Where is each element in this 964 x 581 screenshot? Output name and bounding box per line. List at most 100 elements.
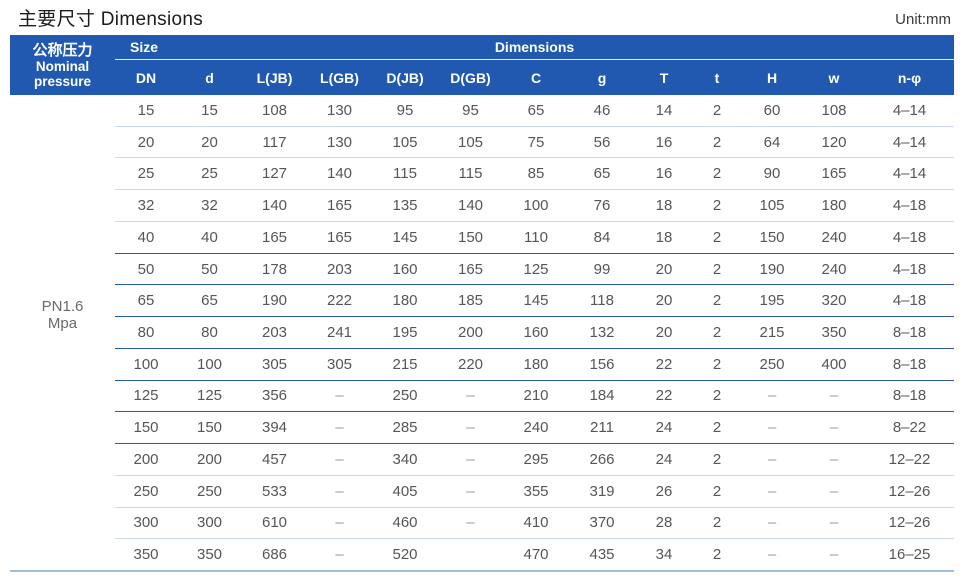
table-body: PN1.6 Mpa 15 15 108 130 95 95 65 46 14 2 60 108 4–14… [10,95,954,570]
table-row: 40 40 165 165 145 150 110 84 18 2 150 240 4–18 [115,222,954,254]
table-cell: – [335,482,344,500]
column-header-ljb: L(JB) [256,69,293,86]
table-cell: 203 [261,324,288,341]
table-cell: 610 [261,514,288,532]
table-cell: 165 [261,228,288,246]
table-cell: 28 [655,514,673,532]
table-cell: 12–22 [888,450,931,468]
table-cell: 4–14 [892,165,927,183]
table-cell: – [767,546,777,564]
header-group-row: Size Dimensions [115,35,954,60]
table-cell: 2 [712,450,722,468]
table-cell: 16 [655,133,673,151]
table-cell: 50 [201,260,218,278]
table-cell: 22 [655,355,673,373]
table-row: 25 25 127 140 115 115 85 65 16 2 90 165 4–14 [115,158,954,191]
table-cell: 2 [712,292,722,310]
table-cell: 108 [821,101,847,119]
table-cell: 120 [821,133,847,151]
table-cell: 20 [655,292,673,310]
table-cell: 115 [393,165,417,183]
column-header-dn: DN [135,69,157,86]
table-cell: 240 [523,419,549,437]
table-row: 65 65 190 222 180 185 145 118 20 2 195 320 4–18 [115,285,954,318]
table-cell: – [829,514,839,532]
table-cell: 295 [523,450,549,468]
table-cell: – [767,387,777,405]
pressure-header-zh: 公称压力 [32,41,93,59]
table-row: 250 250 533 – 405 – 355 319 26 2 – – 12–26 [115,476,954,508]
column-header-t-lower: t [714,69,720,86]
table-cell: 195 [392,324,418,341]
table-cell: 203 [326,260,353,278]
table-cell: 150 [759,228,785,246]
table-cell: 76 [593,197,611,215]
table-cell: 145 [523,292,549,310]
table-cell: 84 [593,228,611,246]
table-cell: 178 [261,260,288,278]
table-row: 300 300 610 – 460 – 410 370 28 2 – – 12–26 [115,508,954,540]
table-cell: 300 [196,514,223,532]
table-cell: 15 [201,101,218,119]
table-cell: 250 [196,482,223,500]
table-cell: 8–18 [892,324,927,341]
pressure-value-line2: Mpa [47,314,78,332]
table-cell: 8–18 [892,387,927,405]
table-cell: 95 [462,101,479,119]
table-cell: – [767,450,777,468]
table-cell: 355 [523,482,549,500]
table-cell: – [335,419,344,437]
table-cell: 4–14 [892,133,927,151]
table-cell: 435 [589,546,615,564]
table-cell: 340 [392,450,418,468]
table-cell: 105 [457,133,484,151]
column-header-w: w [828,69,840,86]
table-cell: – [466,387,475,405]
table-cell: 165 [326,228,353,246]
table-cell: – [335,387,344,405]
table-cell: 320 [821,292,847,310]
column-header-lgb: L(GB) [320,69,359,86]
table-cell: 25 [201,165,218,183]
table-cell: 285 [392,419,418,437]
table-cell: 150 [196,419,223,437]
table-cell: 222 [326,292,353,310]
table-cell: 32 [137,197,155,215]
table-cell: 20 [201,133,218,151]
pressure-column-header: 公称压力 Nominal pressure [10,35,115,95]
table-cell: 80 [201,324,218,341]
table-cell: 130 [326,101,353,119]
table-cell: 100 [523,197,549,215]
table-cell: 457 [261,450,288,468]
table-cell: 2 [712,419,722,437]
table-cell: – [335,450,344,468]
table-cell: 190 [759,260,785,278]
table-cell: 99 [593,260,611,278]
table-cell: 350 [821,324,847,341]
header-columns-row: DN d L(JB) L(GB) D(JB) D(GB) C g T t H w… [115,60,954,95]
table-cell: 125 [523,260,549,278]
table-cell: 240 [821,260,847,278]
column-header-dgb: D(GB) [450,69,491,86]
table-cell: 319 [589,482,615,500]
table-cell: 4–18 [892,197,927,215]
table-row: 125 125 356–250–210 184 22 2– –8–18 [115,381,954,413]
table-row: 200 200 457 – 340 – 295 266 24 2 – – 12–22 [115,444,954,476]
table-cell: 180 [523,355,549,373]
table-cell: 105 [392,133,418,151]
table-cell: 2 [712,387,722,405]
table-cell: 4–14 [892,101,927,119]
table-cell: 460 [392,514,418,532]
table-cell: 24 [655,419,673,437]
table-cell: 185 [457,292,484,310]
size-group-header: Size [130,39,159,55]
table-cell: 75 [527,133,545,151]
table-cell: 18 [655,228,673,246]
table-cell: 2 [712,546,722,564]
column-header-djb: D(JB) [386,69,424,86]
table-cell: 108 [261,101,288,119]
table-cell: 12–26 [888,482,931,500]
table-cell: 8–22 [892,419,927,437]
table-cell: 2 [712,514,722,532]
table-cell: 56 [593,133,611,151]
